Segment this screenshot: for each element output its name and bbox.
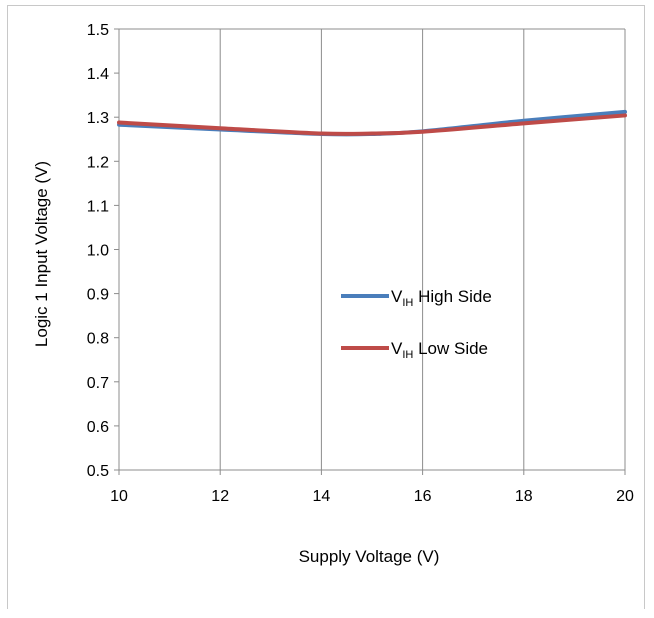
y-tick-label-0.6: 0.6	[87, 419, 109, 436]
y-tick-label-1.2: 1.2	[87, 154, 109, 171]
y-tick-label-1.0: 1.0	[87, 243, 109, 260]
y-tick-label-1.1: 1.1	[87, 198, 109, 215]
y-tick-label-0.5: 0.5	[87, 463, 109, 480]
x-tick-label-10: 10	[110, 488, 128, 505]
x-tick-label-12: 12	[211, 488, 229, 505]
y-axis-label: Logic 1 Input Voltage (V)	[32, 161, 51, 347]
x-axis-label: Supply Voltage (V)	[299, 547, 440, 566]
grid-layer	[118, 28, 626, 470]
series-line-low-side	[117, 113, 627, 136]
x-tick-label-14: 14	[313, 488, 331, 505]
legend-label-high-side: VIH High Side	[391, 287, 492, 309]
x-tick-label-20: 20	[616, 488, 634, 505]
legend: VIH High Side VIH Low Side	[341, 287, 492, 361]
x-tick-label-18: 18	[515, 488, 533, 505]
y-tick-label-1.3: 1.3	[87, 110, 109, 127]
y-tick-label-1.5: 1.5	[87, 22, 109, 39]
y-tick-label-0.7: 0.7	[87, 375, 109, 392]
axes-layer	[118, 29, 625, 471]
x-tick-label-16: 16	[414, 488, 432, 505]
chart-frame	[7, 5, 645, 609]
y-tick-label-0.9: 0.9	[87, 287, 109, 304]
y-tick-label-1.4: 1.4	[87, 66, 109, 83]
y-tick-label-0.8: 0.8	[87, 331, 109, 348]
legend-label-low-side: VIH Low Side	[391, 339, 488, 361]
series-layer	[117, 109, 627, 137]
ticks-layer: 0.5 0.6 0.7 0.8 0.9 1.0 1.1 1.2 1.3 1.4 1.5 10 12 14 1…	[87, 22, 634, 505]
